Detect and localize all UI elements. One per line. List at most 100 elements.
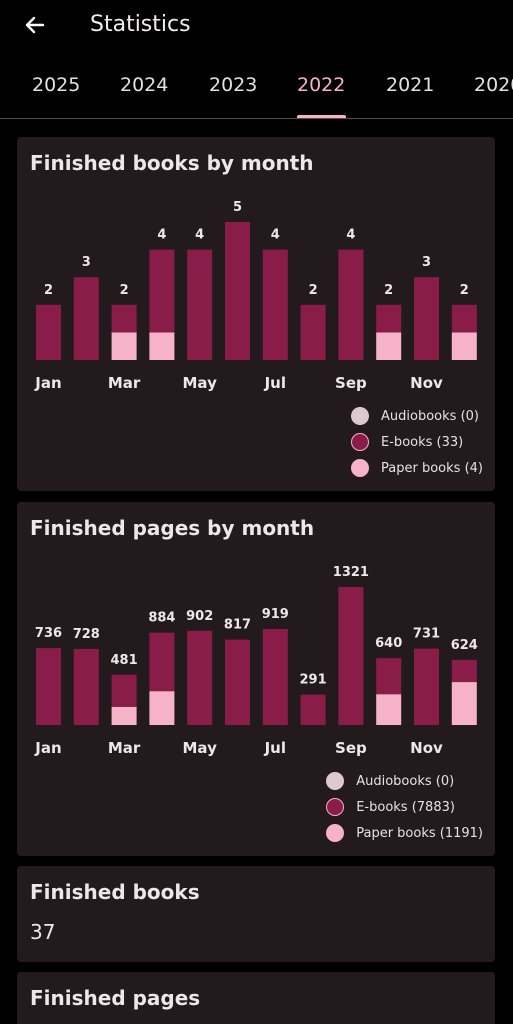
bar-segment [262, 249, 288, 360]
bar-value-label: 2 [460, 283, 469, 298]
pages-by-month-title: Finished pages by month [30, 516, 315, 540]
bar-value-label: 902 [186, 609, 213, 624]
bar-segment [300, 694, 326, 725]
bar-value-label: 481 [111, 653, 138, 668]
bar-value-label: 1321 [333, 565, 369, 580]
books-chart-legend: Audiobooks (0) E-books (33) Paper books … [351, 403, 483, 481]
bar-value-label: 2 [120, 283, 129, 298]
x-tick-label: May [183, 374, 218, 392]
legend-item-paper-books: Paper books (1191) [326, 820, 483, 846]
bar-value-label: 919 [262, 607, 289, 622]
bar-segment [451, 332, 477, 360]
x-tick-label: Mar [108, 739, 141, 757]
legend-item-paper-books: Paper books (4) [351, 455, 483, 481]
bar-segment [149, 249, 175, 333]
bar-segment [111, 706, 137, 725]
bar-segment [187, 249, 213, 360]
tabs-divider [0, 118, 513, 119]
finished-books-title: Finished books [30, 880, 200, 904]
legend-item-ebooks: E-books (33) [351, 429, 483, 455]
x-tick-label: Mar [108, 374, 141, 392]
active-tab-indicator [297, 115, 346, 118]
bar-segment [149, 332, 175, 360]
app-bar: Statistics [0, 0, 513, 52]
x-tick-label: Nov [410, 374, 443, 392]
bar-segment [111, 674, 137, 707]
ebooks-swatch-icon [326, 798, 345, 816]
audiobooks-swatch-icon [351, 407, 370, 425]
ebooks-swatch-icon [351, 433, 370, 451]
bar-value-label: 2 [384, 283, 393, 298]
bar-value-label: 640 [375, 636, 402, 651]
legend-label: Paper books (1191) [356, 825, 483, 841]
bar-value-label: 4 [157, 228, 166, 243]
books-by-month-title: Finished books by month [30, 151, 314, 175]
bar-value-label: 2 [309, 283, 318, 298]
books-by-month-card: Finished books by month 2 Jan 3 2 Mar 4 4 May 5 4… [17, 137, 495, 491]
legend-label: E-books (7883) [356, 799, 455, 815]
tab-2023[interactable]: 2023 [209, 74, 258, 96]
paper-books-swatch-icon [326, 824, 345, 842]
finished-pages-card: Finished pages [17, 972, 495, 1024]
bar-segment [149, 691, 175, 725]
x-tick-label: Sep [335, 374, 367, 392]
legend-item-audiobooks: Audiobooks (0) [326, 768, 483, 794]
bar-segment [338, 249, 364, 360]
bar-segment [225, 639, 250, 725]
bar-segment [414, 648, 439, 725]
tab-2021[interactable]: 2021 [386, 74, 435, 96]
x-tick-label: Jul [264, 374, 286, 392]
tab-2020[interactable]: 2020 [474, 74, 513, 96]
back-button[interactable] [18, 10, 52, 40]
finished-pages-title: Finished pages [30, 986, 201, 1010]
bar-value-label: 3 [422, 255, 431, 270]
legend-item-ebooks: E-books (7883) [326, 794, 483, 820]
x-tick-label: Jul [264, 739, 286, 757]
bar-segment [73, 648, 99, 725]
bar-segment [262, 628, 288, 725]
audiobooks-swatch-icon [326, 772, 345, 790]
bar-value-label: 4 [346, 228, 355, 243]
bar-value-label: 4 [195, 228, 204, 243]
page-title: Statistics [90, 12, 191, 37]
bar-segment [73, 277, 99, 360]
paper-books-swatch-icon [351, 459, 370, 477]
bar-value-label: 5 [233, 200, 242, 215]
finished-books-value: 37 [30, 920, 56, 944]
bar-segment [451, 682, 477, 725]
legend-label: Paper books (4) [381, 460, 483, 476]
bar-segment [149, 632, 175, 692]
pages-by-month-chart: 736 Jan 728 481 Mar 884 902 May 817 919 Jul 291 1321… [34, 565, 478, 757]
bar-value-label: 2 [44, 283, 53, 298]
bar-segment [414, 277, 439, 360]
tab-2024[interactable]: 2024 [120, 74, 169, 96]
bar-segment [451, 659, 477, 683]
bar-value-label: 728 [73, 627, 100, 642]
x-tick-label: Jan [34, 374, 61, 392]
bar-segment [36, 304, 61, 360]
pages-chart-legend: Audiobooks (0) E-books (7883) Paper book… [326, 768, 483, 846]
year-tabs: 2025 2024 2023 2022 2021 2020 [0, 62, 513, 118]
tab-2025[interactable]: 2025 [32, 74, 81, 96]
x-tick-label: Nov [410, 739, 443, 757]
bar-value-label: 291 [300, 673, 327, 688]
legend-item-audiobooks: Audiobooks (0) [351, 403, 483, 429]
bar-segment [36, 648, 61, 725]
bar-segment [111, 332, 137, 360]
tab-2022[interactable]: 2022 [297, 74, 346, 96]
bar-value-label: 624 [451, 638, 478, 653]
arrow-left-icon [25, 16, 45, 34]
x-tick-label: Jan [34, 739, 61, 757]
legend-label: Audiobooks (0) [381, 408, 479, 424]
bar-value-label: 4 [271, 228, 280, 243]
bar-segment [376, 694, 402, 725]
bar-value-label: 817 [224, 618, 251, 633]
bar-segment [300, 304, 326, 360]
bar-value-label: 736 [35, 626, 62, 641]
bar-segment [376, 304, 402, 333]
bar-segment [376, 332, 402, 360]
bar-segment [451, 304, 477, 333]
bar-segment [376, 658, 402, 695]
x-tick-label: Sep [335, 739, 367, 757]
bar-value-label: 884 [148, 611, 175, 626]
